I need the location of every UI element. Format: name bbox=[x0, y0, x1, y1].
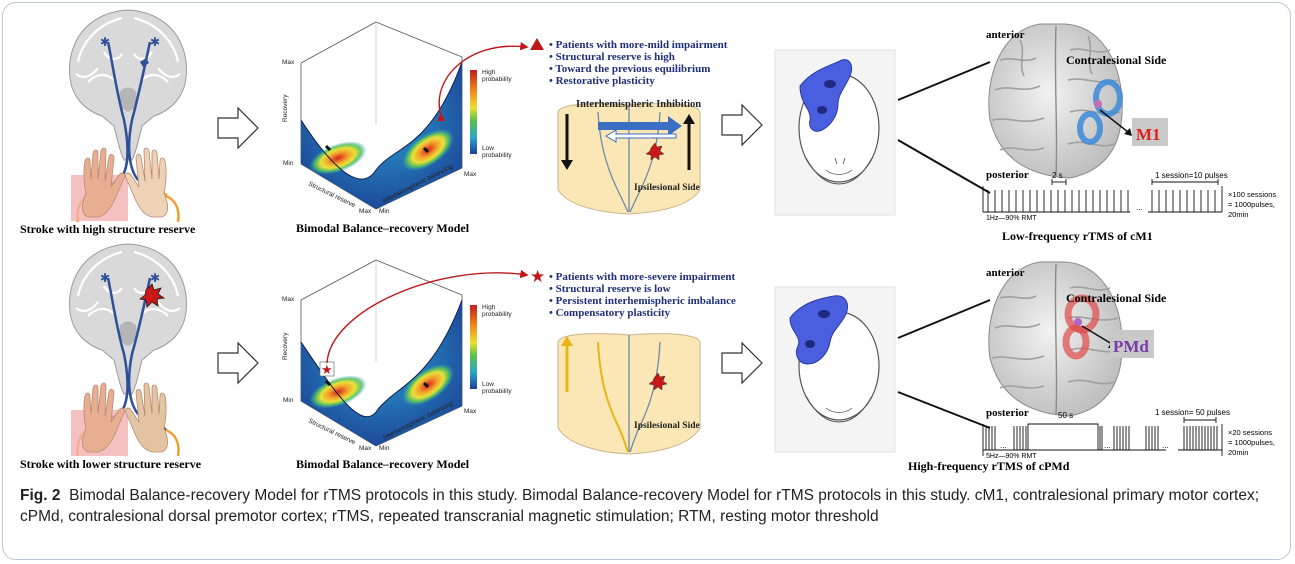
row2-z-axis-label: Recovery bbox=[282, 332, 289, 360]
svg-text:...: ... bbox=[1162, 441, 1169, 450]
row2-z-max-label: Max bbox=[282, 296, 295, 303]
row2-pulse-train bbox=[982, 417, 1223, 456]
row1-brain-topview bbox=[988, 23, 1168, 179]
row1-pulse-session: 1 session=10 pulses bbox=[1155, 171, 1228, 180]
row2-posterior-label: posterior bbox=[986, 407, 1029, 419]
row1-pulse-total: = 1000pulses, bbox=[1228, 200, 1275, 209]
row2-model-caption: Bimodal Balance–recovery Model bbox=[296, 457, 470, 471]
svg-text:• Restorative plasticity: • Restorative plasticity bbox=[549, 75, 655, 87]
row1-z-min-label: Min bbox=[283, 160, 294, 167]
svg-text:★: ★ bbox=[321, 362, 333, 377]
row2-pulse-time: 20min bbox=[1228, 448, 1248, 457]
row1-protocol-caption: Low-frequency rTMS of cM1 bbox=[1002, 229, 1153, 243]
row2-y-min-label: Min bbox=[379, 445, 390, 452]
row1-y-min-label: Min bbox=[379, 208, 390, 215]
row1-contralesional-label: Contralesional Side bbox=[1066, 53, 1167, 67]
row2-contralesional-label: Contralesional Side bbox=[1066, 291, 1167, 305]
row2-head-coil bbox=[774, 286, 896, 453]
row1-x-max-label: Max bbox=[359, 208, 372, 215]
svg-text:• Toward the previous equilibr: • Toward the previous equilibrium bbox=[549, 63, 710, 75]
figure-caption-text: Bimodal Balance-recovery Model for rTMS … bbox=[20, 487, 1260, 525]
row2-connector-top bbox=[897, 299, 991, 339]
row2-pulse-total: = 1000pulses, bbox=[1228, 438, 1275, 447]
row1-pulse-interval: 2 s bbox=[1052, 171, 1063, 180]
row2-z-min-label: Min bbox=[283, 397, 294, 404]
row1-legend-low: Low probability bbox=[482, 145, 512, 159]
row1-brain-diagram: ✱ ✱ ✱ ✱ bbox=[68, 8, 188, 223]
row1-pulse-sessions: ×100 sessions bbox=[1228, 190, 1276, 199]
row1-pulse-parameters: 1Hz—90% RMT bbox=[986, 215, 1037, 222]
row1-cortex-title: Interhemispheric Inhibition bbox=[576, 99, 701, 110]
svg-text:...: ... bbox=[1104, 441, 1111, 450]
row1-y-max-label: Max bbox=[464, 171, 477, 178]
row1-target-label: M1 bbox=[1136, 125, 1161, 144]
row1-flow-arrow-1 bbox=[217, 106, 259, 150]
row1-cortex-diagram bbox=[557, 103, 701, 215]
row1-flow-arrow-2 bbox=[721, 103, 763, 147]
row1-head-coil bbox=[774, 49, 896, 216]
figure-caption: Fig. 2 Bimodal Balance-recovery Model fo… bbox=[20, 485, 1260, 527]
row2-y-max-label: Max bbox=[464, 408, 477, 415]
row2-flow-arrow-1 bbox=[217, 341, 259, 385]
row2-large-lesion-icon bbox=[139, 283, 166, 308]
row2-star-marker-icon: ★ bbox=[530, 267, 545, 286]
row2-neuron-left-icon: ✱ bbox=[100, 271, 110, 285]
row2-x-max-label: Max bbox=[359, 445, 372, 452]
row1-posterior-label: posterior bbox=[986, 169, 1029, 181]
row2-cortex-side: Ipsilesional Side bbox=[634, 421, 700, 431]
row1-connector-bottom bbox=[897, 139, 991, 194]
row2-cortex-diagram bbox=[557, 333, 701, 455]
row1-brain-caption: Stroke with high structure reserve bbox=[20, 222, 196, 236]
row1-z-max-label: Max bbox=[282, 59, 295, 66]
figure-label: Fig. 2 bbox=[20, 487, 61, 504]
row1-z-axis-label: Recovery bbox=[282, 94, 289, 122]
row2-legend-low: Low probability bbox=[482, 381, 512, 395]
row2-target-label: PMd bbox=[1113, 337, 1149, 356]
row1-small-lesion-icon bbox=[140, 58, 149, 67]
row2-legend-high: High probability bbox=[482, 304, 512, 318]
row2-anterior-label: anterior bbox=[986, 267, 1025, 279]
row2-neuron-right-icon: ✱ bbox=[150, 271, 160, 285]
row2-brain-diagram: ✱ ✱ bbox=[68, 242, 188, 457]
row1-pulse-time: 20min bbox=[1228, 210, 1248, 219]
svg-text:...: ... bbox=[1000, 441, 1007, 450]
row2-flow-arrow-2 bbox=[721, 341, 763, 385]
row2-connector-bottom bbox=[897, 391, 991, 429]
row1-anterior-label: anterior bbox=[986, 29, 1025, 41]
svg-text:• Patients with more-mild impa: • Patients with more-mild impairment bbox=[549, 39, 728, 51]
svg-text:• Compensatory plasticity: • Compensatory plasticity bbox=[549, 307, 671, 319]
row2-pulse-session: 1 session= 50 pulses bbox=[1155, 408, 1230, 417]
row1-triangle-marker-icon bbox=[530, 38, 544, 50]
row2-pulse-sessions: ×20 sessions bbox=[1228, 428, 1272, 437]
svg-text:• Patients with more-severe im: • Patients with more-severe impairment bbox=[549, 271, 735, 283]
row1-pulse-train bbox=[982, 179, 1223, 213]
svg-text:• Structural reserve is low: • Structural reserve is low bbox=[549, 283, 671, 295]
svg-text:• Persistent interhemispheric: • Persistent interhemispheric imbalance bbox=[549, 295, 736, 307]
svg-text:...: ... bbox=[1136, 203, 1143, 212]
row2-brain-topview bbox=[988, 261, 1154, 417]
row1-bullet-list: • Patients with more-mild impairment • S… bbox=[549, 39, 728, 87]
row1-surface-plot bbox=[300, 21, 529, 210]
row2-bullet-list: • Patients with more-severe impairment •… bbox=[549, 271, 736, 319]
row2-protocol-caption: High-frequency rTMS of cPMd bbox=[908, 459, 1070, 473]
row1-model-caption: Bimodal Balance–recovery Model bbox=[296, 221, 470, 235]
row2-brain-caption: Stroke with lower structure reserve bbox=[20, 457, 202, 471]
svg-text:• Structural reserve is high: • Structural reserve is high bbox=[549, 51, 675, 63]
row2-surface-plot: ★ bbox=[300, 259, 529, 447]
row1-neuron-left-icon: ✱ bbox=[100, 35, 110, 49]
row2-pulse-interval: 50 s bbox=[1058, 411, 1073, 420]
row1-connector-top bbox=[897, 61, 991, 101]
row1-cortex-side: Ipsilesional Side bbox=[634, 183, 700, 193]
row2-pulse-parameters: 5Hz—90% RMT bbox=[986, 453, 1037, 460]
row1-neuron-right-icon: ✱ bbox=[150, 35, 160, 49]
row1-legend-high: High probability bbox=[482, 69, 512, 83]
